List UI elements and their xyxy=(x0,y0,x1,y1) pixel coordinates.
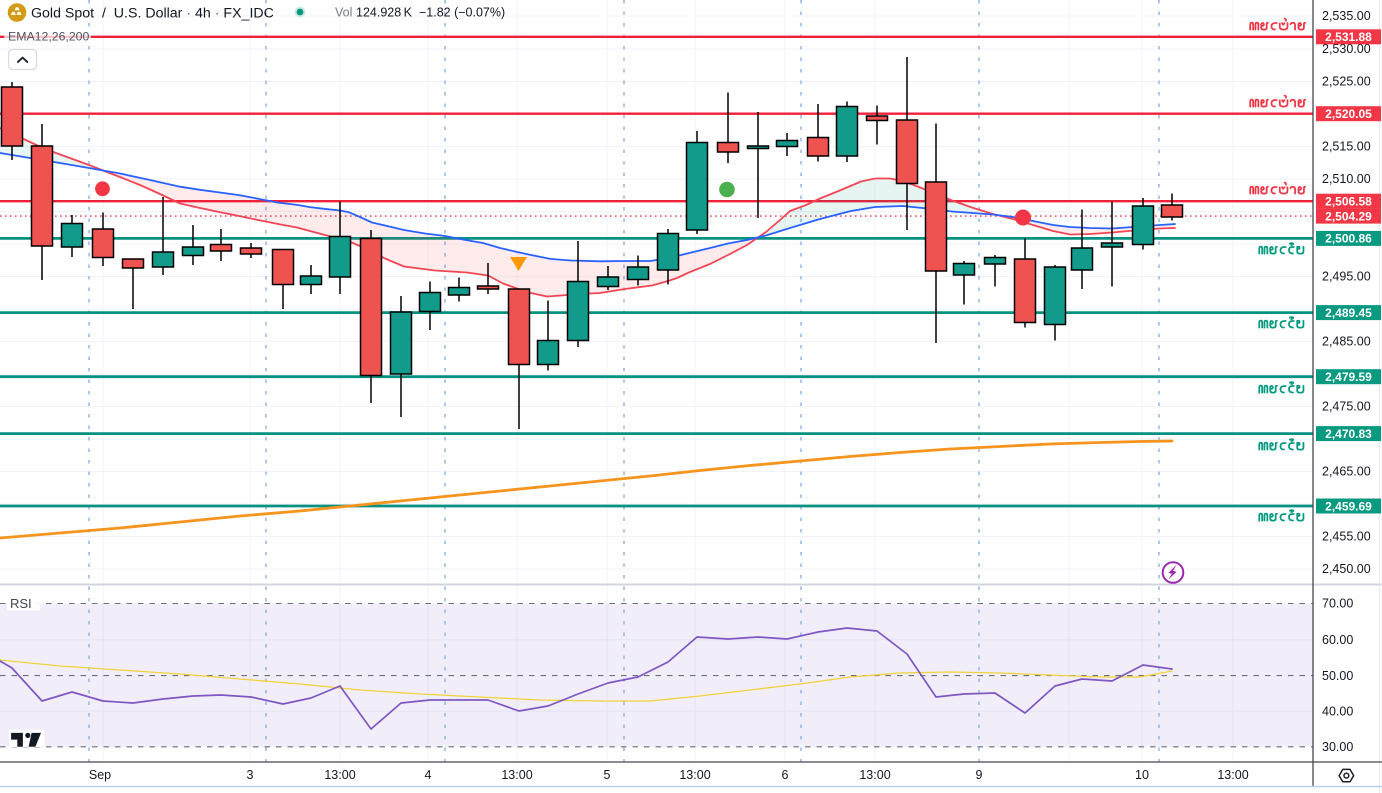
svg-text:2,504.29: 2,504.29 xyxy=(1325,209,1372,223)
svg-text:2,506.58: 2,506.58 xyxy=(1325,195,1372,209)
svg-text:RSI: RSI xyxy=(10,596,32,611)
svg-text:2,530.00: 2,530.00 xyxy=(1322,42,1371,56)
svg-text:9: 9 xyxy=(976,768,983,782)
svg-text:13:00: 13:00 xyxy=(501,768,532,782)
svg-text:60.00: 60.00 xyxy=(1322,633,1353,647)
svg-text:3: 3 xyxy=(247,768,254,782)
svg-text:2,475.00: 2,475.00 xyxy=(1322,400,1371,414)
svg-text:EMA12,26,200: EMA12,26,200 xyxy=(8,30,90,44)
svg-text:2,459.69: 2,459.69 xyxy=(1325,499,1372,513)
svg-text:2,450.00: 2,450.00 xyxy=(1322,562,1371,576)
svg-text:2,510.00: 2,510.00 xyxy=(1322,172,1371,186)
svg-text:Sep: Sep xyxy=(89,768,111,782)
svg-text:2,535.00: 2,535.00 xyxy=(1322,9,1371,23)
svg-text:13:00: 13:00 xyxy=(324,768,355,782)
svg-text:2,485.00: 2,485.00 xyxy=(1322,335,1371,349)
svg-text:2,455.00: 2,455.00 xyxy=(1322,530,1371,544)
svg-text:40.00: 40.00 xyxy=(1322,704,1353,718)
svg-text:13:00: 13:00 xyxy=(1217,768,1248,782)
svg-text:2,531.88: 2,531.88 xyxy=(1325,30,1372,44)
svg-text:2,500.86: 2,500.86 xyxy=(1325,232,1372,246)
svg-text:50.00: 50.00 xyxy=(1322,669,1353,683)
svg-text:Gold Spot / U.S. Dollar · 4h: Gold Spot / U.S. Dollar · 4h · FX_IDC xyxy=(31,6,274,22)
svg-text:2,520.05: 2,520.05 xyxy=(1325,107,1372,121)
svg-text:2,515.00: 2,515.00 xyxy=(1322,140,1371,154)
svg-text:4: 4 xyxy=(425,768,432,782)
svg-text:2,489.45: 2,489.45 xyxy=(1325,306,1372,320)
svg-text:70.00: 70.00 xyxy=(1322,597,1353,611)
svg-text:10: 10 xyxy=(1135,768,1149,782)
svg-text:2,465.00: 2,465.00 xyxy=(1322,465,1371,479)
svg-text:2,470.83: 2,470.83 xyxy=(1325,427,1372,441)
svg-text:5: 5 xyxy=(604,768,611,782)
svg-text:6: 6 xyxy=(782,768,789,782)
svg-text:2,495.00: 2,495.00 xyxy=(1322,270,1371,284)
svg-text:30.00: 30.00 xyxy=(1322,740,1353,754)
svg-text:2,479.59: 2,479.59 xyxy=(1325,370,1372,384)
svg-text:124.928 K −1.82 (−0.07%): 124.928 K −1.82 (−0.07%) xyxy=(356,6,505,20)
svg-text:13:00: 13:00 xyxy=(859,768,890,782)
svg-text:Vol: Vol xyxy=(335,6,352,20)
svg-text:13:00: 13:00 xyxy=(679,768,710,782)
svg-text:2,525.00: 2,525.00 xyxy=(1322,75,1371,89)
